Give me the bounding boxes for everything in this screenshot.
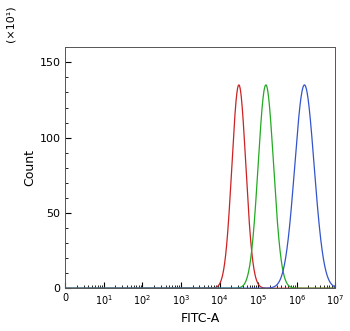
Y-axis label: Count: Count [23,149,37,186]
X-axis label: FITC-A: FITC-A [181,312,220,325]
Text: (×10¹): (×10¹) [6,6,16,42]
